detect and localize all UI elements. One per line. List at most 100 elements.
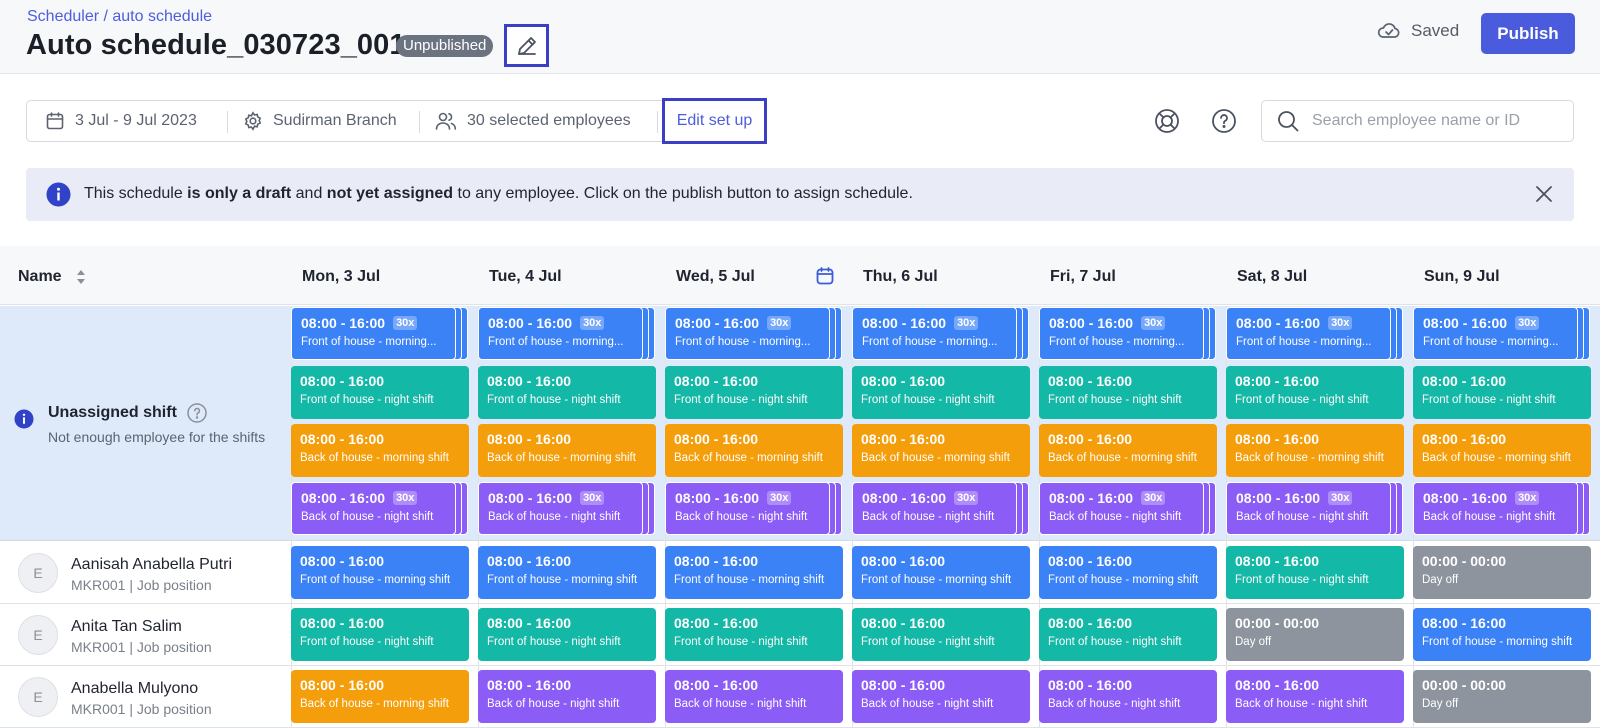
shift-card[interactable]: 08:00 - 16:00 Front of house - night shif… (1039, 366, 1217, 419)
shift-card[interactable]: 08:00 - 16:00 Back of house - night shift (478, 670, 656, 723)
shift-card[interactable]: 08:00 - 16:00 Front of house - morning sh… (665, 546, 843, 599)
shift-label: Day off (1235, 636, 1272, 648)
edit-setup-button[interactable]: Edit set up (662, 98, 767, 144)
shift-card[interactable]: 08:00 - 16:00 Front of house - morning sh… (1413, 608, 1591, 661)
employees-filter[interactable]: 30 selected employees (435, 101, 631, 141)
shift-card[interactable]: 00:00 - 00:00 Day off (1413, 670, 1591, 723)
stacked-shift[interactable]: 08:00 - 16:00 30x Back of house - night sh… (291, 482, 468, 535)
shift-time: 08:00 - 16:00 (300, 373, 385, 389)
stacked-shift[interactable]: 08:00 - 16:00 30x Front of house - morning… (478, 307, 655, 360)
employee-name[interactable]: Anita Tan Salim (71, 618, 182, 635)
shift-card[interactable]: 08:00 - 16:00 Back of house - morning shi… (478, 424, 656, 477)
stacked-shift[interactable]: 08:00 - 16:00 30x Back of house - night sh… (1413, 482, 1590, 535)
shift-card[interactable]: 08:00 - 16:00 Back of house - morning shi… (291, 424, 469, 477)
shift-card[interactable]: 08:00 - 16:00 Back of house - night shift (665, 670, 843, 723)
shift-card[interactable]: 08:00 - 16:00 Back of house - night shift (852, 670, 1030, 723)
shift-label: Back of house - morning shift (300, 698, 449, 710)
shift-card[interactable]: 08:00 - 16:00 Front of house - night shif… (1039, 608, 1217, 661)
day-column-header: Tue, 4 Jul (489, 268, 562, 285)
shift-card[interactable]: 08:00 - 16:00 Front of house - night shif… (1413, 366, 1591, 419)
shift-card[interactable]: 08:00 - 16:00 30x Back of house - night sh… (1226, 482, 1391, 535)
question-circle-icon[interactable] (187, 403, 207, 423)
stacked-shift[interactable]: 08:00 - 16:00 30x Front of house - morning… (1226, 307, 1403, 360)
shift-label: Front of house - morning... (1049, 336, 1185, 348)
shift-card[interactable]: 08:00 - 16:00 Back of house - morning shi… (291, 670, 469, 723)
branch-label: Sudirman Branch (273, 112, 397, 129)
shift-card[interactable]: 08:00 - 16:00 Front of house - morning sh… (291, 546, 469, 599)
shift-card[interactable]: 08:00 - 16:00 30x Back of house - night sh… (291, 482, 456, 535)
shift-card[interactable]: 08:00 - 16:00 30x Back of house - night sh… (852, 482, 1017, 535)
employee-name[interactable]: Aanisah Anabella Putri (71, 556, 232, 573)
shift-card[interactable]: 08:00 - 16:00 30x Front of house - morning… (478, 307, 643, 360)
shift-time: 08:00 - 16:00 30x (862, 490, 1008, 506)
shift-label: Back of house - night shift (862, 511, 995, 523)
question-circle-icon (1212, 109, 1236, 133)
shift-time: 08:00 - 16:00 (1048, 615, 1133, 631)
stacked-shift[interactable]: 08:00 - 16:00 30x Front of house - morning… (1039, 307, 1216, 360)
shift-card[interactable]: 08:00 - 16:00 Back of house - night shift (1226, 670, 1404, 723)
shift-label: Back of house - night shift (1236, 511, 1369, 523)
shift-card[interactable]: 08:00 - 16:00 Front of house - night shif… (291, 366, 469, 419)
stacked-shift[interactable]: 08:00 - 16:00 30x Front of house - morning… (665, 307, 842, 360)
stacked-shift[interactable]: 08:00 - 16:00 30x Back of house - night sh… (478, 482, 655, 535)
shift-card[interactable]: 08:00 - 16:00 30x Front of house - morning… (1413, 307, 1578, 360)
shift-card[interactable]: 08:00 - 16:00 Front of house - night shif… (852, 366, 1030, 419)
search-box[interactable] (1261, 100, 1574, 142)
stacked-shift[interactable]: 08:00 - 16:00 30x Back of house - night sh… (665, 482, 842, 535)
shift-card[interactable]: 08:00 - 16:00 30x Back of house - night sh… (1039, 482, 1204, 535)
shift-card[interactable]: 08:00 - 16:00 30x Front of house - morning… (1226, 307, 1391, 360)
shift-card[interactable]: 08:00 - 16:00 30x Back of house - night sh… (665, 482, 830, 535)
shift-card[interactable]: 08:00 - 16:00 Back of house - morning shi… (1039, 424, 1217, 477)
shift-card[interactable]: 08:00 - 16:00 Front of house - night shif… (1226, 546, 1404, 599)
users-icon (435, 112, 457, 130)
help-center-button[interactable] (1150, 104, 1184, 138)
search-input[interactable] (1312, 112, 1562, 130)
stacked-shift[interactable]: 08:00 - 16:00 30x Back of house - night sh… (1226, 482, 1403, 535)
shift-card[interactable]: 08:00 - 16:00 30x Back of house - night sh… (478, 482, 643, 535)
shift-label: Front of house - morning shift (1422, 636, 1573, 648)
branch-filter[interactable]: Sudirman Branch (243, 101, 397, 141)
calendar-today-icon[interactable] (815, 266, 835, 286)
breadcrumb[interactable]: Scheduler / auto schedule (27, 8, 213, 25)
shift-card[interactable]: 08:00 - 16:00 Front of house - morning sh… (478, 546, 656, 599)
stacked-shift[interactable]: 08:00 - 16:00 30x Front of house - morning… (852, 307, 1029, 360)
shift-card[interactable]: 08:00 - 16:00 30x Front of house - morning… (1039, 307, 1204, 360)
shift-card[interactable]: 08:00 - 16:00 Front of house - night shif… (665, 366, 843, 419)
shift-card[interactable]: 08:00 - 16:00 Back of house - morning shi… (665, 424, 843, 477)
shift-card[interactable]: 08:00 - 16:00 30x Back of house - night sh… (1413, 482, 1578, 535)
shift-time: 08:00 - 16:00 (487, 431, 572, 447)
help-button[interactable] (1207, 104, 1241, 138)
shift-card[interactable]: 08:00 - 16:00 Front of house - night shif… (478, 608, 656, 661)
stacked-shift[interactable]: 08:00 - 16:00 30x Front of house - morning… (1413, 307, 1590, 360)
close-icon[interactable] (1534, 184, 1554, 204)
shift-card[interactable]: 08:00 - 16:00 30x Front of house - morning… (291, 307, 456, 360)
name-column-header[interactable]: Name (18, 268, 86, 286)
employee-name[interactable]: Anabella Mulyono (71, 680, 199, 697)
shift-card[interactable]: 08:00 - 16:00 Front of house - morning sh… (852, 546, 1030, 599)
date-range-filter[interactable]: 3 Jul - 9 Jul 2023 (45, 101, 197, 141)
shift-time: 08:00 - 16:00 (487, 615, 572, 631)
stacked-shift[interactable]: 08:00 - 16:00 30x Front of house - morning… (291, 307, 468, 360)
shift-card[interactable]: 08:00 - 16:00 Back of house - morning shi… (852, 424, 1030, 477)
stacked-shift[interactable]: 08:00 - 16:00 30x Back of house - night sh… (1039, 482, 1216, 535)
shift-card[interactable]: 08:00 - 16:00 Front of house - night shif… (1226, 366, 1404, 419)
shift-card[interactable]: 00:00 - 00:00 Day off (1413, 546, 1591, 599)
stacked-shift[interactable]: 08:00 - 16:00 30x Back of house - night sh… (852, 482, 1029, 535)
shift-card[interactable]: 08:00 - 16:00 Back of house - morning shi… (1413, 424, 1591, 477)
edit-title-button[interactable] (504, 24, 549, 67)
shift-card[interactable]: 08:00 - 16:00 30x Front of house - morning… (852, 307, 1017, 360)
shift-label: Back of house - night shift (675, 511, 808, 523)
employee-id-position: MKR001 | Job position (71, 701, 212, 717)
shift-card[interactable]: 08:00 - 16:00 30x Front of house - morning… (665, 307, 830, 360)
shift-card[interactable]: 00:00 - 00:00 Day off (1226, 608, 1404, 661)
shift-card[interactable]: 08:00 - 16:00 Front of house - night shif… (291, 608, 469, 661)
shift-card[interactable]: 08:00 - 16:00 Front of house - night shif… (852, 608, 1030, 661)
shift-card[interactable]: 08:00 - 16:00 Front of house - morning sh… (1039, 546, 1217, 599)
shift-card[interactable]: 08:00 - 16:00 Front of house - night shif… (665, 608, 843, 661)
shift-card[interactable]: 08:00 - 16:00 Front of house - night shif… (478, 366, 656, 419)
shift-card[interactable]: 08:00 - 16:00 Back of house - night shift (1039, 670, 1217, 723)
shift-card[interactable]: 08:00 - 16:00 Back of house - morning shi… (1226, 424, 1404, 477)
sort-icon (76, 270, 85, 284)
publish-button[interactable]: Publish (1481, 13, 1575, 54)
shift-time: 00:00 - 00:00 (1235, 615, 1320, 631)
